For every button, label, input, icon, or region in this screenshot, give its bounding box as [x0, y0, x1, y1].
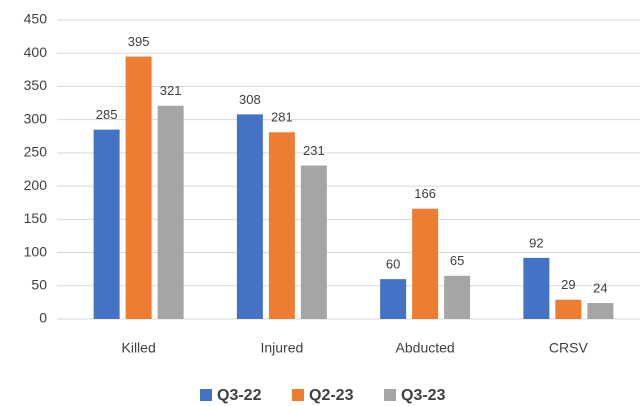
- data-label: 92: [529, 235, 543, 250]
- bar: [236, 114, 263, 320]
- bar: [157, 105, 184, 319]
- data-label: 281: [271, 110, 293, 125]
- y-tick-label: 0: [39, 310, 47, 326]
- data-label: 231: [303, 143, 325, 158]
- bar: [300, 165, 327, 319]
- legend-swatch: [200, 389, 212, 401]
- legend-label: Q2-23: [309, 387, 354, 404]
- y-tick-label: 450: [24, 11, 48, 27]
- y-tick-label: 350: [24, 77, 48, 93]
- y-tick-label: 100: [24, 243, 48, 259]
- bar: [523, 257, 550, 319]
- data-label: 166: [414, 186, 436, 201]
- y-tick-label: 400: [24, 44, 48, 60]
- data-label: 29: [561, 277, 575, 292]
- y-tick-label: 250: [24, 144, 48, 160]
- bar: [587, 303, 614, 319]
- data-label: 285: [96, 107, 118, 122]
- legend-label: Q3-23: [401, 387, 446, 404]
- data-label: 395: [128, 34, 150, 49]
- x-tick-label: Killed: [122, 340, 156, 356]
- y-tick-label: 200: [24, 177, 48, 193]
- data-label: 24: [593, 280, 607, 295]
- y-tick-label: 300: [24, 110, 48, 126]
- data-label: 60: [386, 257, 400, 272]
- y-tick-label: 50: [31, 276, 47, 292]
- legend-label: Q3-22: [217, 387, 262, 404]
- bar: [380, 279, 407, 319]
- bar: [555, 299, 582, 319]
- bar: [125, 56, 152, 320]
- legend-swatch: [384, 389, 396, 401]
- x-tick-label: CRSV: [549, 340, 589, 356]
- y-tick-label: 150: [24, 210, 48, 226]
- bar: [444, 275, 471, 319]
- bar: [268, 132, 295, 319]
- x-tick-label: Injured: [260, 340, 303, 356]
- data-label: 321: [160, 83, 182, 98]
- data-label: 308: [239, 92, 261, 107]
- bar: [93, 129, 120, 319]
- x-tick-label: Abducted: [396, 340, 455, 356]
- bar: [412, 208, 439, 319]
- data-label: 65: [450, 253, 464, 268]
- legend-swatch: [292, 389, 304, 401]
